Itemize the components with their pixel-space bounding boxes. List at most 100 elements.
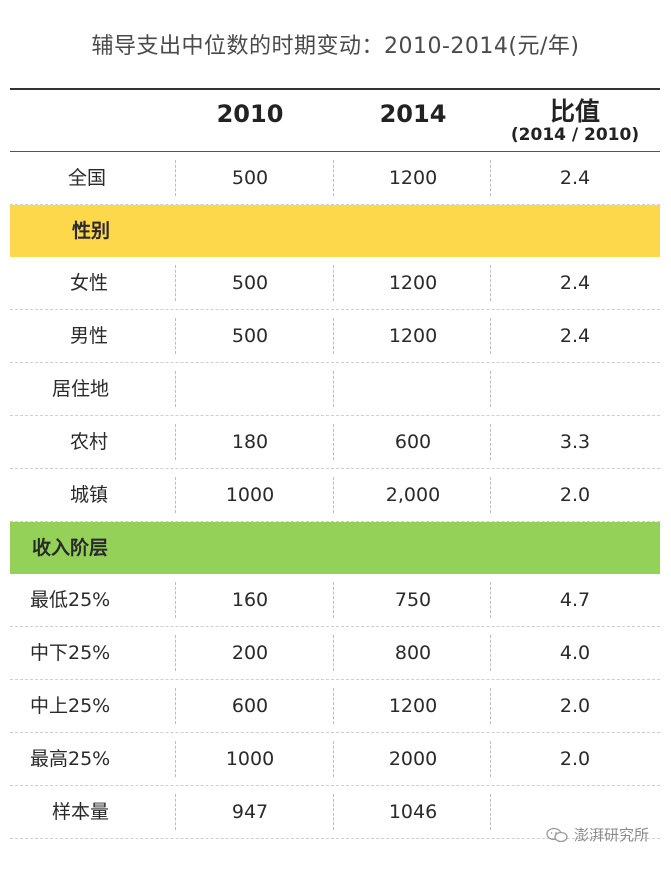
- table-row: 最低25% 160 750 4.7: [10, 574, 660, 627]
- column-divider: [490, 635, 491, 671]
- table-row: 中下25% 200 800 4.0: [10, 627, 660, 680]
- table-row: 最高25% 1000 2000 2.0: [10, 733, 660, 786]
- section-band-row: 性别: [10, 205, 660, 257]
- column-divider: [490, 477, 491, 513]
- cell-2010: 160: [231, 589, 269, 611]
- table-row: 农村 180 600 3.3: [10, 416, 660, 469]
- column-divider: [333, 318, 334, 354]
- cell-2010: 200: [231, 642, 269, 664]
- cell-ratio: [490, 363, 660, 415]
- row-label: 最低25%: [30, 589, 111, 611]
- column-divider: [333, 371, 334, 407]
- cell-2014: 600: [394, 431, 432, 453]
- column-divider: [175, 265, 176, 301]
- table-row: 女性 500 1200 2.4: [10, 257, 660, 310]
- row-label: 女性: [70, 272, 109, 294]
- row-label: 样本量: [52, 801, 110, 823]
- table-row: 样本量 947 1046: [10, 786, 660, 839]
- column-divider: [333, 160, 334, 196]
- column-divider: [333, 265, 334, 301]
- column-divider: [333, 688, 334, 724]
- cell-ratio: 2.0: [559, 748, 591, 770]
- column-divider: [333, 741, 334, 777]
- cell-ratio: 2.4: [559, 167, 591, 189]
- cell-ratio: 3.3: [559, 431, 591, 453]
- column-divider: [333, 794, 334, 830]
- cell-2014: 1200: [388, 272, 438, 294]
- column-divider: [333, 477, 334, 513]
- cell-2010: 500: [231, 272, 269, 294]
- column-divider: [490, 741, 491, 777]
- table-top-rule: [10, 88, 660, 90]
- cell-ratio: 2.4: [559, 272, 591, 294]
- cell-2010: 180: [231, 431, 269, 453]
- column-header-ratio-subtitle: (2014 / 2010): [510, 125, 640, 145]
- cell-2014: 1200: [388, 167, 438, 189]
- cell-2010: [175, 363, 325, 415]
- column-divider: [490, 424, 491, 460]
- column-divider: [333, 582, 334, 618]
- cell-2014: [333, 522, 493, 574]
- table-row: 男性 500 1200 2.4: [10, 310, 660, 363]
- chart-title: 辅导支出中位数的时期变动：2010-2014(元/年): [91, 34, 580, 59]
- cell-ratio: 4.0: [559, 642, 591, 664]
- column-divider: [175, 318, 176, 354]
- cell-ratio: 2.0: [559, 484, 591, 506]
- cell-2014: 2000: [388, 748, 438, 770]
- cell-ratio: 4.7: [559, 589, 591, 611]
- column-divider: [490, 582, 491, 618]
- column-header-ratio: 比值: [549, 97, 600, 126]
- table-row: 居住地: [10, 363, 660, 416]
- column-divider: [175, 582, 176, 618]
- row-label: 最高25%: [30, 748, 111, 770]
- column-divider: [333, 424, 334, 460]
- header-divider: [10, 151, 660, 152]
- column-divider: [175, 371, 176, 407]
- column-divider: [175, 688, 176, 724]
- row-label: 城镇: [70, 484, 109, 506]
- row-label: 中下25%: [30, 642, 111, 664]
- column-divider: [490, 371, 491, 407]
- column-divider: [175, 794, 176, 830]
- cell-2010: [175, 205, 325, 257]
- column-divider: [490, 688, 491, 724]
- watermark: 澎湃研究所: [546, 824, 649, 845]
- cell-ratio: [490, 522, 660, 574]
- table-row: 中上25% 600 1200 2.0: [10, 680, 660, 733]
- column-header-2010: 2010: [216, 100, 284, 128]
- cell-2014: 2,000: [385, 484, 441, 506]
- section-label: 性别: [72, 220, 111, 242]
- row-label: 农村: [70, 431, 109, 453]
- table-row: 全国 500 1200 2.4: [10, 152, 660, 205]
- cell-2010: 1000: [225, 748, 275, 770]
- data-table: 全国 500 1200 2.4 性别 女性 500 1200 2.4 男性 500 1200 2.4 居住…: [10, 152, 660, 839]
- table-row: 城镇 1000 2,000 2.0: [10, 469, 660, 522]
- cell-2014: [333, 363, 493, 415]
- row-label: 男性: [70, 325, 109, 347]
- cell-2010: 947: [231, 801, 269, 823]
- column-divider: [175, 741, 176, 777]
- column-divider: [490, 794, 491, 830]
- cell-2014: 750: [394, 589, 432, 611]
- row-label: 居住地: [52, 378, 110, 400]
- column-divider: [490, 160, 491, 196]
- column-divider: [175, 635, 176, 671]
- column-divider: [490, 265, 491, 301]
- cell-2010: 1000: [225, 484, 275, 506]
- cell-2010: 500: [231, 167, 269, 189]
- section-label: 收入阶层: [32, 537, 109, 559]
- column-divider: [333, 635, 334, 671]
- column-divider: [175, 424, 176, 460]
- column-divider: [490, 318, 491, 354]
- cell-2014: [333, 205, 493, 257]
- column-divider: [175, 477, 176, 513]
- section-band-row: 收入阶层: [10, 522, 660, 574]
- cell-2014: 800: [394, 642, 432, 664]
- cell-2010: [175, 522, 325, 574]
- column-header-2014: 2014: [379, 100, 447, 128]
- cell-ratio: [490, 205, 660, 257]
- row-label: 中上25%: [30, 695, 111, 717]
- cell-2014: 1046: [388, 801, 438, 823]
- row-label: 全国: [68, 167, 107, 189]
- cell-2010: 600: [231, 695, 269, 717]
